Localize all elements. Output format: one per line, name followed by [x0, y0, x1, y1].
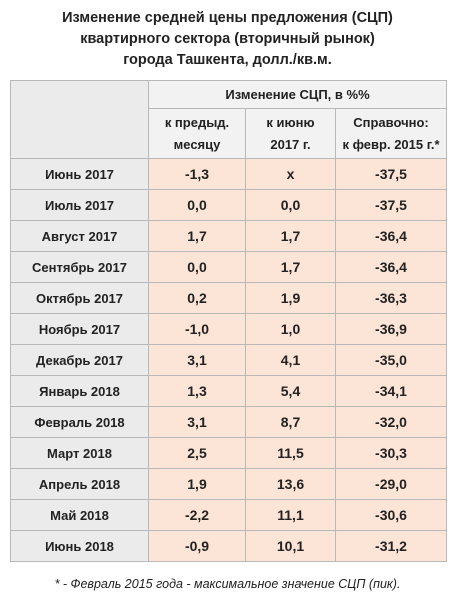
- column-header-line: к февр. 2015 г.*: [342, 136, 440, 152]
- column-header-line: Справочно:: [353, 114, 429, 130]
- row-label: Август 2017: [10, 220, 149, 252]
- cell: 8,7: [245, 406, 336, 438]
- cell: 1,3: [148, 375, 246, 407]
- row-label: Ноябрь 2017: [10, 313, 149, 345]
- column-header-line: месяцу: [173, 136, 221, 152]
- data-row: Август 2017 1,7 1,7 -36,4: [10, 220, 448, 252]
- cell: -36,3: [334, 282, 448, 314]
- cell: -1,3: [148, 158, 246, 190]
- column-header: к предыд. месяцу: [148, 108, 246, 159]
- title: Изменение средней цены предложения (СЦП)…: [0, 8, 455, 71]
- footnote: * - Февраль 2015 года - максимальное зна…: [54, 577, 401, 591]
- cell: 0,2: [148, 282, 246, 314]
- cell: -35,0: [334, 344, 448, 376]
- cell: 5,4: [245, 375, 336, 407]
- cell: -0,9: [148, 530, 246, 562]
- cell: 1,9: [148, 468, 246, 500]
- cell: 3,1: [148, 344, 246, 376]
- row-label: Июнь 2018: [10, 530, 149, 562]
- corner-cell: [10, 80, 149, 159]
- cell: -36,9: [334, 313, 448, 345]
- cell: 3,1: [148, 406, 246, 438]
- group-header: Изменение СЦП, в %%: [147, 80, 448, 109]
- data-row: Май 2018 -2,2 11,1 -30,6: [10, 499, 448, 531]
- row-label: Июль 2017: [10, 189, 149, 221]
- data-row: Июнь 2017 -1,3 x -37,5: [10, 158, 448, 190]
- data-row: Апрель 2018 1,9 13,6 -29,0: [10, 468, 448, 500]
- cell: 2,5: [148, 437, 246, 469]
- data-row: Июнь 2018 -0,9 10,1 -31,2: [10, 530, 448, 562]
- title-line: города Ташкента, долл./кв.м.: [123, 52, 332, 68]
- cell: 0,0: [148, 189, 246, 221]
- row-label: Апрель 2018: [10, 468, 149, 500]
- cell: 11,5: [245, 437, 336, 469]
- cell: 1,7: [245, 251, 336, 283]
- data-row: Сентябрь 2017 0,0 1,7 -36,4: [10, 251, 448, 283]
- row-label: Сентябрь 2017: [10, 251, 149, 283]
- data-row: Январь 2018 1,3 5,4 -34,1: [10, 375, 448, 407]
- cell: 0,0: [148, 251, 246, 283]
- row-label: Декабрь 2017: [10, 344, 149, 376]
- cell: -36,4: [334, 220, 448, 252]
- cell: -31,2: [334, 530, 448, 562]
- data-row: Февраль 2018 3,1 8,7 -32,0: [10, 406, 448, 438]
- column-header-line: к июню: [266, 114, 315, 130]
- cell: -2,2: [148, 499, 246, 531]
- cell: 1,7: [245, 220, 336, 252]
- cell: 11,1: [245, 499, 336, 531]
- row-label: Февраль 2018: [10, 406, 149, 438]
- cell: -37,5: [334, 158, 448, 190]
- title-line: квартирного сектора (вторичный рынок): [80, 31, 375, 47]
- row-label: Май 2018: [10, 499, 149, 531]
- column-header-line: к предыд.: [164, 114, 230, 130]
- cell: x: [245, 158, 336, 190]
- data-row: Октябрь 2017 0,2 1,9 -36,3: [10, 282, 448, 314]
- cell: 0,0: [245, 189, 336, 221]
- row-label: Июнь 2017: [10, 158, 149, 190]
- cell: -34,1: [334, 375, 448, 407]
- header-row: Изменение СЦП, в %%: [10, 80, 448, 159]
- row-label: Январь 2018: [10, 375, 149, 407]
- row-label: Март 2018: [10, 437, 149, 469]
- data-table: Изменение СЦП, в %% к предыд. месяцу к июню…: [10, 80, 448, 562]
- title-line: Изменение средней цены предложения (СЦП): [62, 10, 393, 26]
- cell: 13,6: [245, 468, 336, 500]
- column-header: к июню 2017 г.: [245, 108, 336, 159]
- data-row: Июль 2017 0,0 0,0 -37,5: [10, 189, 448, 221]
- cell: 1,7: [148, 220, 246, 252]
- cell: 10,1: [245, 530, 336, 562]
- header-row: к предыд. месяцу к июню 2017 г. Справочно: к …: [11, 108, 448, 159]
- cell: -30,6: [334, 499, 448, 531]
- cell: -29,0: [334, 468, 448, 500]
- cell: -1,0: [148, 313, 246, 345]
- cell: -37,5: [334, 189, 448, 221]
- cell: -32,0: [334, 406, 448, 438]
- cell: -30,3: [334, 437, 448, 469]
- cell: -36,4: [334, 251, 448, 283]
- cell: 4,1: [245, 344, 336, 376]
- column-header-line: 2017 г.: [270, 136, 311, 152]
- data-row: Март 2018 2,5 11,5 -30,3: [10, 437, 448, 469]
- row-label: Октябрь 2017: [10, 282, 149, 314]
- cell: 1,9: [245, 282, 336, 314]
- column-header: Справочно: к февр. 2015 г.*: [334, 108, 448, 159]
- cell: 1,0: [245, 313, 336, 345]
- data-row: Ноябрь 2017 -1,0 1,0 -36,9: [10, 313, 448, 345]
- data-row: Декабрь 2017 3,1 4,1 -35,0: [10, 344, 448, 376]
